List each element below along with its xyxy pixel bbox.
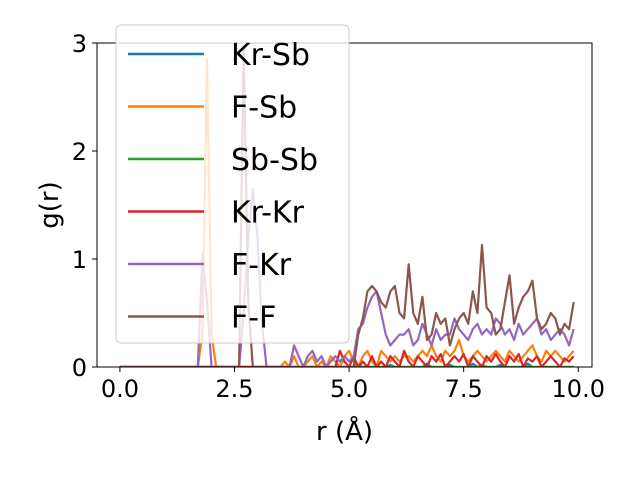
x-tick-label: 2.5 — [215, 375, 253, 403]
axes-layer: 0.0 2.5 5.0 7.5 10.0 0 1 2 3 r (Å) g(r) — [35, 30, 605, 447]
series-line-f-kr — [119, 187, 575, 367]
x-tick-label: 7.5 — [445, 375, 483, 403]
y-tick-label: 0 — [72, 354, 87, 382]
series-line-f-f — [119, 47, 575, 367]
legend-label: Kr-Kr — [231, 196, 305, 231]
legend-label: F-Kr — [231, 248, 292, 283]
y-tick-label: 1 — [72, 246, 87, 274]
x-tick-label: 5.0 — [330, 375, 368, 403]
legend-label: Sb-Sb — [231, 143, 318, 178]
legend-label: Kr-Sb — [231, 38, 310, 73]
legend-label: F-F — [231, 301, 276, 336]
x-tick-label: 0.0 — [101, 375, 139, 403]
y-tick-label: 3 — [72, 30, 87, 58]
x-tick-label: 10.0 — [552, 375, 605, 403]
series-layer — [119, 47, 575, 367]
legend: Kr-Sb F-Sb Sb-Sb Kr-Kr F-Kr F-F — [115, 24, 350, 344]
series-line-f-sb — [119, 58, 575, 367]
legend-label: F-Sb — [231, 91, 297, 126]
series-line-kr-kr — [119, 349, 575, 367]
x-axis-label: r (Å) — [316, 415, 373, 447]
y-axis-label: g(r) — [35, 181, 65, 228]
y-tick-label: 2 — [72, 138, 87, 166]
